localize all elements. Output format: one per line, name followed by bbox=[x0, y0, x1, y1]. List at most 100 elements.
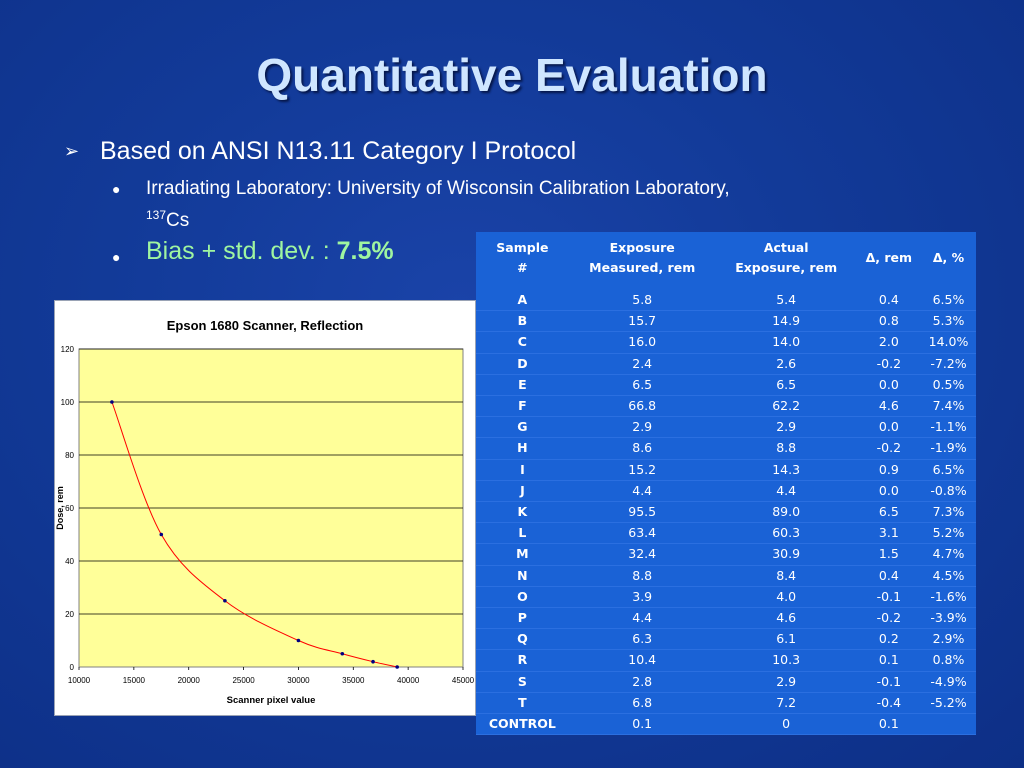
table-cell: 4.4 bbox=[715, 480, 857, 503]
table-cell: C bbox=[476, 331, 569, 354]
x-tick-label: 30000 bbox=[287, 676, 310, 685]
table-cell: 89.0 bbox=[715, 501, 857, 524]
table-cell: B bbox=[476, 310, 569, 333]
table-row: L 63.4 60.3 3.1 5.2% bbox=[476, 522, 976, 545]
table-cell: A bbox=[476, 290, 569, 312]
data-point bbox=[340, 651, 345, 656]
table-cell: 10.4 bbox=[568, 649, 716, 672]
table-cell: 32.4 bbox=[568, 543, 716, 566]
table-row: H 8.6 8.8 -0.2 -1.9% bbox=[476, 437, 976, 460]
x-axis-label: Scanner pixel value bbox=[227, 695, 316, 706]
table-cell: M bbox=[476, 543, 569, 566]
table-cell: 0.1 bbox=[856, 649, 921, 672]
table-cell: K bbox=[476, 501, 569, 524]
table-cell: 0.0 bbox=[856, 374, 921, 397]
table-cell: 6.5% bbox=[921, 459, 976, 481]
table-cell: 10.3 bbox=[715, 649, 857, 672]
table-row: CONTROL 0.1 0 0.1 bbox=[476, 713, 976, 736]
table-cell: 5.4 bbox=[715, 290, 857, 312]
chart-title: Epson 1680 Scanner, Reflection bbox=[167, 318, 364, 333]
table-header-cell: Exposure Measured, rem bbox=[569, 232, 716, 284]
header-line: Exposure bbox=[609, 240, 675, 255]
table-cell: -1.9% bbox=[921, 437, 976, 460]
table-cell: -0.2 bbox=[856, 353, 921, 375]
table-cell: 0.5% bbox=[921, 374, 976, 397]
table-cell: -5.2% bbox=[921, 692, 976, 715]
table-cell: 4.5% bbox=[921, 565, 976, 587]
table-cell: 4.6 bbox=[715, 607, 857, 630]
table-cell: -0.8% bbox=[921, 480, 976, 503]
table-cell: P bbox=[476, 607, 569, 630]
table-row: D 2.4 2.6 -0.2 -7.2% bbox=[476, 353, 976, 375]
table-cell: 15.2 bbox=[568, 459, 716, 481]
table-cell: S bbox=[476, 671, 569, 693]
header-line: Δ, rem bbox=[865, 250, 913, 265]
table-cell: 7.2 bbox=[715, 692, 857, 715]
table-cell: G bbox=[476, 416, 569, 439]
table-cell: -0.1 bbox=[856, 671, 921, 693]
table-cell: -4.9% bbox=[921, 671, 976, 693]
isotope-symbol: Cs bbox=[166, 210, 190, 231]
x-tick-label: 20000 bbox=[178, 676, 201, 685]
table-cell: 8.8 bbox=[568, 565, 716, 587]
table-cell: 14.0% bbox=[921, 331, 976, 354]
table-row: P 4.4 4.6 -0.2 -3.9% bbox=[476, 607, 976, 630]
table-row: N 8.8 8.4 0.4 4.5% bbox=[476, 565, 976, 587]
table-cell: 2.9% bbox=[921, 628, 976, 651]
table-cell: 0.8% bbox=[921, 649, 976, 672]
table-cell: 0.1 bbox=[568, 713, 716, 736]
table-cell: -1.6% bbox=[921, 586, 976, 609]
table-cell: 8.8 bbox=[715, 437, 857, 460]
y-tick-label: 120 bbox=[61, 345, 75, 354]
table-cell: 8.4 bbox=[715, 565, 857, 587]
table-cell: 2.9 bbox=[715, 671, 857, 693]
table-row: M 32.4 30.9 1.5 4.7% bbox=[476, 543, 976, 566]
header-line: Measured, rem bbox=[589, 260, 696, 275]
table-cell: L bbox=[476, 522, 569, 545]
table-cell: 0 bbox=[715, 713, 857, 736]
table-header-cell: Δ, % bbox=[921, 232, 976, 284]
arrow-bullet-icon: ➢ bbox=[64, 141, 80, 161]
table-cell: -7.2% bbox=[921, 353, 976, 375]
table-cell: 95.5 bbox=[568, 501, 716, 524]
table-row: G 2.9 2.9 0.0 -1.1% bbox=[476, 416, 976, 439]
table-cell: 2.9 bbox=[715, 416, 857, 439]
table-cell: 62.2 bbox=[715, 395, 857, 418]
x-tick-label: 45000 bbox=[452, 676, 475, 685]
table-cell: 0.1 bbox=[856, 713, 921, 736]
table-cell: 7.3% bbox=[921, 501, 976, 524]
table-row: J 4.4 4.4 0.0 -0.8% bbox=[476, 480, 976, 503]
table-row: O 3.9 4.0 -0.1 -1.6% bbox=[476, 586, 976, 609]
data-point bbox=[395, 665, 399, 669]
table-row: B 15.7 14.9 0.8 5.3% bbox=[476, 310, 976, 333]
table-cell: I bbox=[476, 459, 569, 481]
table-cell: -1.1% bbox=[921, 416, 976, 439]
x-tick-label: 40000 bbox=[397, 676, 420, 685]
table-cell: 2.4 bbox=[568, 353, 716, 375]
y-tick-label: 80 bbox=[65, 451, 74, 460]
results-table: Sample # Exposure Measured, rem Actual Exposu… bbox=[476, 232, 976, 736]
table-cell: 0.0 bbox=[856, 480, 921, 503]
table-cell: 0.8 bbox=[856, 310, 921, 333]
table-row: R 10.4 10.3 0.1 0.8% bbox=[476, 649, 976, 672]
x-tick-label: 10000 bbox=[68, 676, 91, 685]
dot-bullet-icon: ● bbox=[112, 181, 121, 197]
table-cell: 4.4 bbox=[568, 480, 716, 503]
table-cell: 63.4 bbox=[568, 522, 716, 545]
y-tick-label: 40 bbox=[65, 557, 74, 566]
table-cell: 6.5 bbox=[856, 501, 921, 524]
table-cell: 6.8 bbox=[568, 692, 716, 715]
table-body: A 5.8 5.4 0.4 6.5% B 15.7 14.9 0.8 5.3% C 16.0 14.0 2… bbox=[476, 284, 976, 736]
data-point bbox=[296, 638, 301, 643]
y-axis-label: Dose, rem bbox=[55, 486, 65, 530]
bullet-text: Based on ANSI N13.11 Category I Protocol bbox=[100, 137, 577, 165]
table-row: A 5.8 5.4 0.4 6.5% bbox=[476, 290, 976, 312]
table-cell: O bbox=[476, 586, 569, 609]
table-cell: Q bbox=[476, 628, 569, 651]
table-cell bbox=[921, 713, 976, 736]
table-cell: 6.5 bbox=[568, 374, 716, 397]
data-point bbox=[159, 532, 164, 537]
table-cell: -3.9% bbox=[921, 607, 976, 630]
table-cell: 30.9 bbox=[715, 543, 857, 566]
table-cell: 0.0 bbox=[856, 416, 921, 439]
